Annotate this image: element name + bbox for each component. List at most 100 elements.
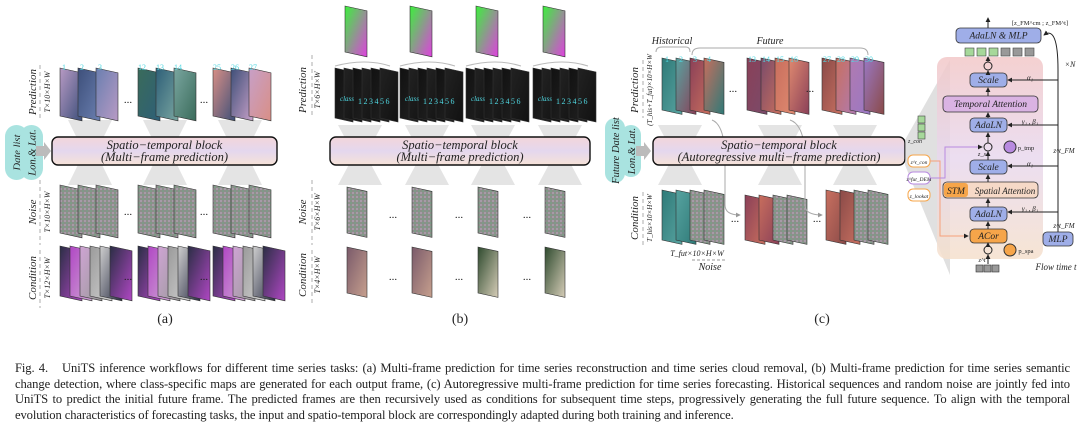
ellipsis: ... [200,206,209,218]
noise-frame [77,184,101,239]
segmentation-map [475,5,499,58]
frame-number: 3 [434,97,438,106]
frame-number: 28 [837,55,845,64]
row-dim-condition: T_his×10×H×W [646,193,654,242]
condition-frame [477,246,499,298]
row-dim-noise: T×6×H×W [313,192,322,230]
class-map-frame [577,67,597,123]
frame-number: 3 [693,55,697,64]
condition-frame [346,246,368,298]
frame-number: 27 [823,55,831,64]
noise-frame [137,184,161,239]
frame-number: 1 [489,97,493,106]
row-label-condition: Condition [27,256,39,301]
recursive-arrow [711,119,741,218]
noise-label: Noise [698,262,722,273]
ellipsis: ... [523,271,532,283]
caption-fig-number: Fig. 4. [15,361,49,375]
dem-to-temporal [930,144,983,179]
condition-frame [262,245,286,302]
frame-number: 5 [578,97,582,106]
group-brace [465,61,522,67]
pspa-label: p_spa [1018,248,1033,255]
frame-number: 3 [567,97,571,106]
prediction-frame [230,67,254,122]
side-token [917,123,926,132]
side-token [917,115,926,124]
row-label-prediction: Prediction [27,68,39,116]
frame-number: 1 [423,97,427,106]
flow-time-label: Flow time t [1035,262,1077,272]
noise-frame [477,186,499,238]
frame-number: 2 [562,97,566,106]
temporal-pos-icon [1003,140,1017,154]
historical-brace [655,46,691,53]
prediction-frame [95,67,119,122]
scale-box-top-label: Scale [978,76,999,86]
frame-number: 29 [851,55,859,64]
noise-frame [155,184,179,239]
class-map-frame [510,67,530,123]
panel-label-c: (c) [814,312,830,327]
prediction-frame [77,67,101,122]
row-dim-condition: T×12×H×W [43,256,52,298]
noise-frame [212,184,236,239]
frame-number: 4 [707,55,711,64]
frame-number: 3 [369,97,373,106]
class-map-frame [379,67,399,123]
row-label-noise: Noise [297,199,309,225]
frame-number: 12 [138,63,146,72]
group-brace [532,61,589,67]
prediction-frame [248,67,272,122]
panel-label-b: (b) [452,312,469,327]
spatial-attention-label: Spatial Attention [975,186,1036,196]
frame-number: 6 [584,97,588,106]
noise-dim: T_fut×10×H×W [670,249,725,258]
frame-number: 14 [762,55,770,64]
stm-box [944,183,968,197]
figure-caption: Fig. 4. UniTS inference workflows for dif… [15,361,1070,423]
frame-number: 6 [386,97,390,106]
frame-number: 13 [748,55,756,64]
frame-number: 2 [495,97,499,106]
future-date-list-input [605,118,625,183]
row-label-condition: Condition [297,253,309,298]
input-arrow [36,142,51,160]
frame-number: 1 [358,97,362,106]
segmentation-map [409,5,433,58]
frame-number: 16 [790,55,798,64]
side-input-label: z_lookat [909,194,929,200]
input-token [975,264,984,273]
ellipsis: ... [455,271,464,283]
token-square [976,47,987,57]
zcon-label: z_con [907,139,922,145]
adaln-mlp-box [955,27,1042,44]
spatio-temporal-block-b [329,136,591,166]
class-label: class [340,95,354,103]
future-brace [691,47,869,56]
ellipsis: ... [389,271,398,283]
frame-number: 2 [80,63,84,72]
frame-number: 5 [380,97,384,106]
class-map-frame [444,67,464,123]
segmentation-map [542,5,566,58]
condition-to-acor [930,160,969,239]
adaln-mlp-box-label: AdaLN & MLP [968,32,1027,42]
ptmp-label: p_tmp [1018,145,1035,152]
zfm-label: z^t_FM [1052,222,1075,230]
side-input-label: z^t_con [910,160,928,166]
block-title: Spatio−temporal block [107,138,223,152]
scale-box-bottom-label: Scale [978,163,999,173]
adaln-box-top-label: AdaLN [974,121,1003,131]
frame-number: 4 [375,97,379,106]
group-brace [399,61,456,67]
frame-number: 1 [665,55,669,64]
prediction-frame [173,67,197,122]
input-token [991,264,1000,273]
frame-number: 4 [440,97,444,106]
side-token [917,131,926,140]
ellipsis: ... [806,83,815,95]
block-subtitle: (Multi−frame prediction) [396,150,523,164]
frame-number: 2 [679,55,683,64]
input-token [983,264,992,273]
